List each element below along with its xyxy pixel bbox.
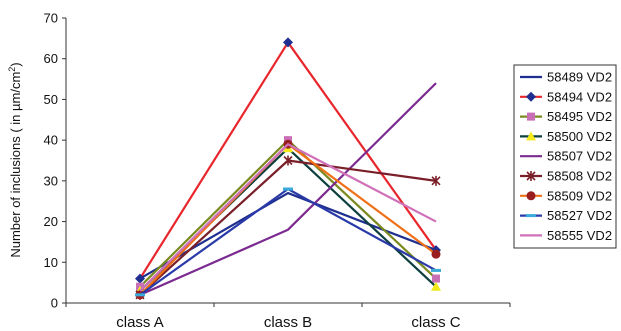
data-point-marker <box>526 131 536 141</box>
data-point-marker <box>283 155 293 166</box>
data-point-marker <box>526 91 536 102</box>
legend-label: 58527 VD2 <box>547 208 612 223</box>
legend-label: 58494 VD2 <box>547 89 612 104</box>
legend-entry: 58500 VD2 <box>520 129 612 144</box>
legend-label: 58489 VD2 <box>547 70 612 85</box>
y-tick-label: 30 <box>44 173 58 188</box>
axes: Number of inclusions ( in µm/cm2) <box>7 18 510 304</box>
data-point-marker <box>526 191 536 201</box>
legend: 58489 VD2 58494 VD2 58495 VD2 58500 VD2 5850… <box>513 64 617 249</box>
y-axis-label-superscript: 2 <box>7 67 17 72</box>
legend-label: 58495 VD2 <box>547 109 612 124</box>
y-tick-labels: 0 10 20 30 40 50 60 70 <box>44 11 66 311</box>
y-tick-label: 10 <box>44 255 58 270</box>
data-point-marker <box>431 281 441 291</box>
legend-entry: 58527 VD2 <box>520 208 612 223</box>
data-point-marker <box>526 171 536 181</box>
series-line <box>135 143 441 295</box>
series-path <box>139 82 437 296</box>
y-axis-label: Number of inclusions ( in µm/cm2) <box>7 62 23 257</box>
legend-entry: 58507 VD2 <box>520 149 612 164</box>
series-path <box>139 143 437 296</box>
legend-entry: 58495 VD2 <box>520 109 612 124</box>
y-tick-label: 40 <box>44 133 58 148</box>
y-tick-label: 50 <box>44 92 58 107</box>
data-point-marker <box>432 274 440 283</box>
data-point-marker <box>431 249 441 259</box>
y-tick-label: 70 <box>44 11 58 26</box>
data-point-marker <box>431 268 441 272</box>
data-point-marker <box>283 187 293 191</box>
data-point-marker <box>526 214 536 218</box>
x-tick-label: class A <box>116 314 164 331</box>
y-tick-label: 0 <box>51 296 58 311</box>
data-point-marker <box>135 293 145 297</box>
x-tick-labels: class A class B class C <box>65 303 511 331</box>
legend-label: 58507 VD2 <box>547 149 612 164</box>
legend-entry: 58508 VD2 <box>520 169 612 184</box>
legend-entry: 58509 VD2 <box>520 188 612 203</box>
series-path <box>139 143 437 292</box>
y-tick-label: 60 <box>44 51 58 66</box>
y-tick-label: 20 <box>44 214 58 229</box>
legend-entry: 58494 VD2 <box>520 89 612 104</box>
data-point-marker <box>431 175 441 186</box>
legend-entry: 58555 VD2 <box>520 228 612 243</box>
series-lines <box>135 37 441 300</box>
legend-label: 58508 VD2 <box>547 169 612 184</box>
x-tick-label: class C <box>411 314 460 331</box>
legend-label: 58509 VD2 <box>547 188 612 203</box>
legend-entry: 58489 VD2 <box>520 70 612 85</box>
series-line <box>139 143 437 292</box>
x-tick-label: class B <box>264 314 312 331</box>
series-line <box>135 155 441 300</box>
data-point-marker <box>527 112 535 121</box>
series-line <box>135 187 441 297</box>
data-point-marker <box>135 273 145 284</box>
legend-label: 58555 VD2 <box>547 228 612 243</box>
data-point-marker <box>283 37 293 48</box>
series-line <box>139 82 437 296</box>
legend-label: 58500 VD2 <box>547 129 612 144</box>
series-path <box>139 147 437 292</box>
